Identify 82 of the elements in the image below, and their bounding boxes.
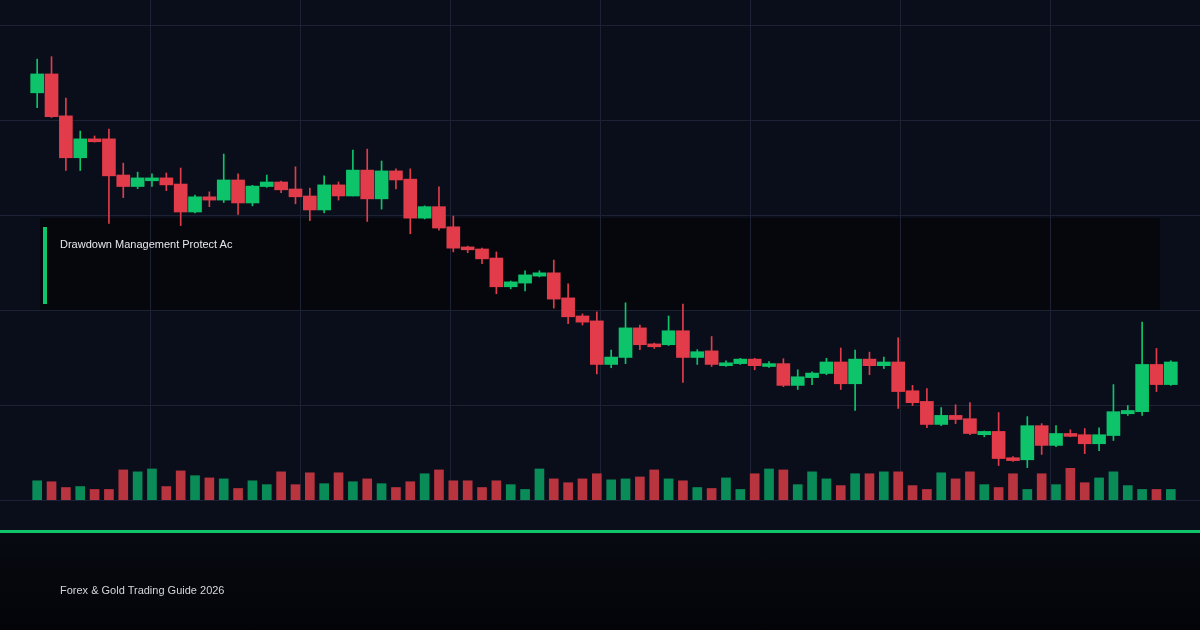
bar [850,473,860,500]
bar [276,471,286,500]
bar [993,487,1004,500]
bar [1051,484,1061,500]
bar [965,471,975,500]
bar [620,478,631,500]
bar [419,473,430,500]
bar [879,471,889,500]
bar [735,489,746,500]
bar [89,489,100,500]
bar [936,472,947,500]
bar [1137,489,1147,500]
bar [678,480,688,500]
bar [118,469,129,500]
bar [706,488,717,500]
bar [778,469,789,500]
bar [305,472,315,500]
bar [1094,477,1104,500]
bar [1065,468,1076,500]
bar [477,487,487,500]
bar [807,471,817,500]
bar [75,486,86,500]
bar [1036,473,1047,500]
bar [161,486,172,500]
bar [907,485,918,500]
bar [563,482,573,500]
annotation: Drawdown Management Protect Ac [60,238,233,251]
bar [147,468,157,500]
bar [462,480,473,500]
bar [1108,471,1119,500]
bar [290,484,301,500]
bar [1022,489,1033,500]
bar [692,487,703,500]
bar [979,484,990,500]
bar [204,477,215,500]
bar [893,471,904,500]
bar [175,470,186,500]
bar [491,480,502,500]
bar [635,476,645,500]
bar [46,481,57,500]
bar [348,481,358,500]
bar [749,473,760,500]
text: Forex & Gold Trading Guide 2026 [60,584,225,597]
bar [1151,489,1162,500]
bar [376,483,387,500]
bar [922,489,932,500]
bar [821,478,832,500]
bar [792,484,803,500]
bar [333,472,344,500]
bar [448,480,459,500]
bar [548,478,559,500]
bar [190,475,200,500]
bar [61,487,71,500]
bar [104,489,114,500]
bar [606,479,617,500]
bar [835,485,846,500]
bar [649,469,660,500]
bar [577,478,588,500]
bar [362,478,373,500]
bar [663,478,674,500]
bar [1165,489,1176,500]
bar [505,484,516,500]
bar [132,471,143,500]
bar [1122,485,1133,500]
bar [405,481,416,500]
bar [218,478,229,500]
bar [721,477,731,500]
bar [261,484,272,500]
bar [32,480,43,500]
bar [391,487,401,500]
bar [247,480,258,500]
bar [592,473,602,500]
bar [864,473,875,500]
bar [764,468,774,500]
bar [1008,473,1018,500]
bar [319,483,330,500]
bar [520,489,530,500]
bar [534,468,545,500]
bar [233,488,243,500]
bar [1079,482,1090,500]
bar [950,478,961,500]
bar [434,469,444,500]
